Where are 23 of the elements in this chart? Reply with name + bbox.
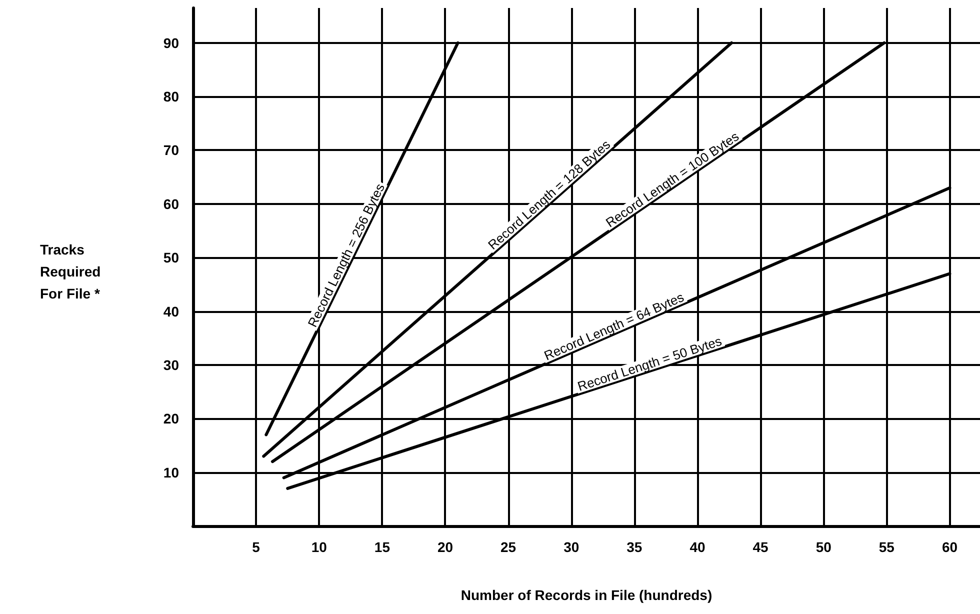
- x-tick-label: 35: [626, 539, 642, 555]
- y-tick-label: 40: [163, 303, 180, 320]
- x-tick-label: 45: [752, 539, 769, 555]
- x-tick-label: 5: [252, 539, 260, 555]
- y-tick-label: 30: [163, 356, 180, 373]
- x-tick-label: 15: [374, 539, 390, 555]
- x-tick-label: 30: [564, 539, 580, 555]
- y-tick-label: 10: [163, 464, 180, 480]
- x-tick-label: 55: [878, 539, 895, 555]
- x-tick-label: 25: [500, 539, 516, 555]
- x-tick-label: 50: [816, 539, 832, 555]
- y-tick-label: 60: [163, 196, 180, 212]
- y-tick-label: 90: [163, 34, 180, 51]
- x-tick-label: 60: [942, 539, 958, 555]
- x-tick-label: 10: [311, 539, 328, 555]
- y-tick-label: 20: [163, 410, 180, 427]
- y-tick-label: 80: [163, 88, 180, 105]
- y-tick-label: 50: [163, 250, 180, 266]
- x-tick-label: 40: [690, 539, 706, 555]
- y-axis-title: Tracks Required For File *: [40, 241, 101, 302]
- x-tick-label: 20: [437, 539, 454, 555]
- x-axis-title: Number of Records in File (hundreds): [460, 587, 712, 603]
- y-tick-label: 70: [163, 142, 180, 158]
